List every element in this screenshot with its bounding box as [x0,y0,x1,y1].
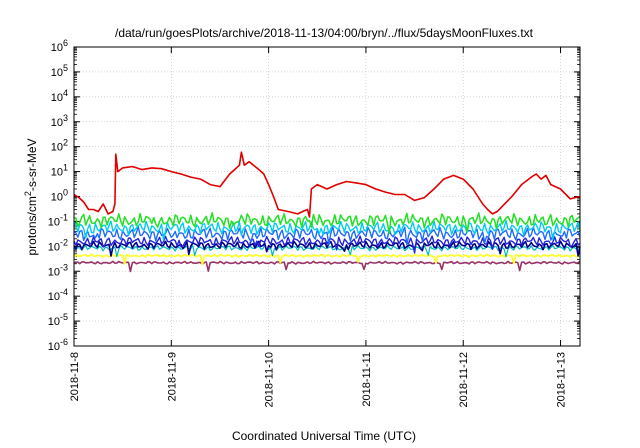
y-tick-base: 10 [51,142,63,154]
y-tick-exponent: -5 [60,312,68,322]
y-tick-exponent: 3 [63,113,68,123]
y-tick-label: 10-3 [48,262,68,278]
x-axis-label: Coordinated Universal Time (UTC) [232,429,416,443]
y-tick-base: 10 [48,291,60,303]
y-axis-ticks: 10610510410310210110010-110-210-310-410-… [48,38,580,353]
y-tick-exponent: -6 [60,337,68,347]
y-tick-base: 10 [51,117,63,129]
chart-title: /data/run/goesPlots/archive/2018-11-13/0… [115,26,534,40]
y-tick-label: 103 [51,113,68,129]
y-tick-base: 10 [51,167,63,179]
y-tick-label: 10-4 [48,287,68,303]
y-tick-label: 102 [51,138,68,154]
y-tick-exponent: -3 [60,262,68,272]
y-tick-base: 10 [48,266,60,278]
y-tick-base: 10 [48,316,60,328]
y-tick-exponent: 5 [63,63,68,73]
y-tick-base: 10 [51,192,63,204]
y-tick-exponent: -1 [60,212,68,222]
y-tick-label: 104 [51,88,68,104]
x-tick-label: 2018-11-12 [458,352,470,407]
y-tick-exponent: 0 [63,188,68,198]
series-line [73,226,581,246]
x-tick-label: 2018-11-9 [166,352,178,401]
y-tick-exponent: 6 [63,38,68,48]
y-tick-label: 101 [51,163,68,179]
series-line [73,151,581,218]
y-tick-exponent: 1 [63,163,68,173]
y-axis-label-sup: 2 [23,191,33,196]
series-line [73,219,581,241]
y-tick-base: 10 [48,341,60,353]
y-tick-label: 106 [51,38,68,54]
y-axis-label: protons/cm2-s-sr-MeV [23,138,39,255]
x-tick-label: 2018-11-13 [556,352,568,407]
y-axis-label-post: -s-sr-MeV [25,138,39,191]
y-tick-label: 10-1 [48,212,68,228]
series-line [73,212,581,235]
y-tick-base: 10 [48,241,60,253]
y-tick-base: 10 [48,216,60,228]
y-tick-exponent: 2 [63,138,68,148]
y-tick-label: 100 [51,188,68,204]
x-axis-ticks: 2018-11-8 2018-11-9 2018-11-10 2018-11-11 20… [69,47,568,407]
x-tick-label: 2018-11-11 [361,352,373,407]
y-axis-label-pre: protons/cm [25,196,39,255]
x-tick-label: 2018-11-8 [69,352,81,401]
y-tick-base: 10 [51,92,63,104]
series-line [73,240,581,257]
series-line [73,253,581,266]
plot-frame [73,46,581,347]
y-tick-label: 10-2 [48,237,68,253]
x-tick-label: 2018-11-10 [264,352,276,407]
series-lines [73,151,581,273]
y-tick-label: 105 [51,63,68,79]
y-tick-label: 10-5 [48,312,68,328]
y-tick-exponent: -4 [60,287,68,297]
grid-lines [73,46,580,347]
y-tick-exponent: -2 [60,237,68,247]
y-tick-base: 10 [51,67,63,79]
y-tick-base: 10 [51,42,63,54]
y-tick-label: 10-6 [48,337,68,353]
y-tick-exponent: 4 [63,88,68,98]
series-line [73,260,581,273]
series-line [73,235,581,254]
